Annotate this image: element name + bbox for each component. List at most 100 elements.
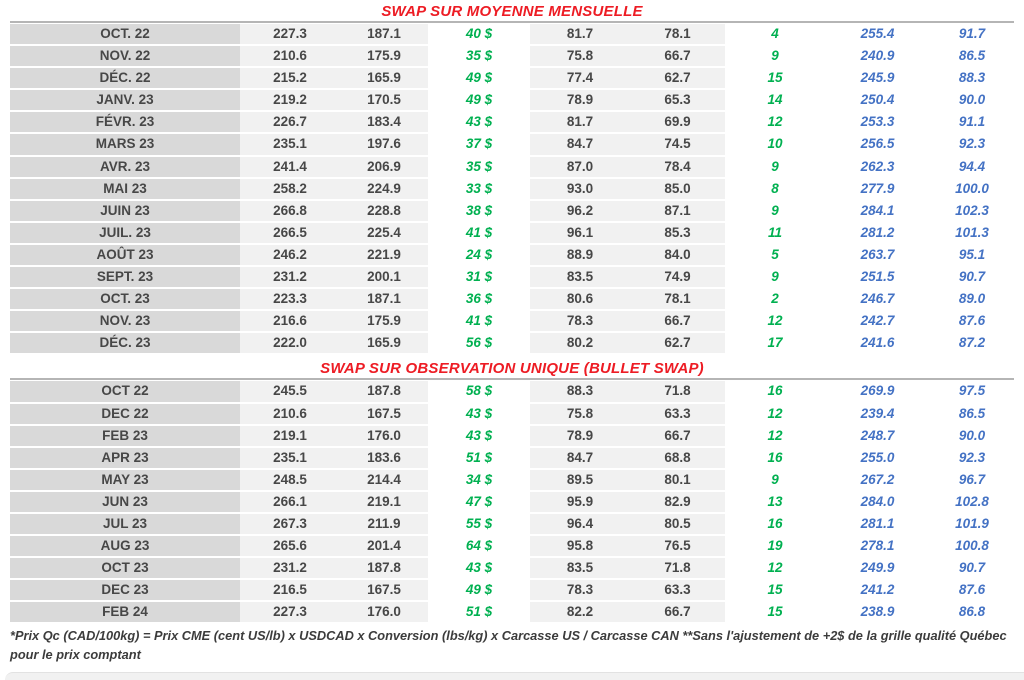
cell-value: 63.3: [630, 403, 725, 426]
cell-month: OCT. 22: [10, 24, 240, 47]
table-row: AUG 23 265.6 201.4 64 $95.8 76.5 19 278.1 100.8: [10, 536, 1014, 559]
cell-swap-value: 13: [725, 492, 825, 514]
table-row: NOV. 23 216.6 175.9 41 $78.3 66.7 12 242.7 87.6: [10, 311, 1014, 334]
cell-month: NOV. 23: [10, 311, 240, 334]
cell-value: 167.5: [340, 580, 428, 603]
cell-price-value: 86.8: [930, 602, 1014, 625]
cell-swap-value: 35 $: [428, 157, 530, 179]
table-row: JUN 23 266.1 219.1 47 $95.9 82.9 13 284.0 102.8: [10, 491, 1014, 514]
cell-value: 80.6: [530, 289, 630, 312]
cell-value: 78.4: [630, 156, 725, 179]
cell-month: FEB 24: [10, 602, 240, 625]
cell-value: 82.9: [630, 491, 725, 514]
cell-value: 248.5: [240, 469, 340, 492]
cell-swap-value: 47 $: [428, 492, 530, 514]
cell-swap-value: 19: [725, 536, 825, 559]
cell-price-value: 281.1: [825, 514, 930, 537]
cell-value: 219.2: [240, 90, 340, 113]
cell-value: 175.9: [340, 46, 428, 69]
cell-value: 226.7: [240, 112, 340, 135]
cell-price-value: 92.3: [930, 448, 1014, 470]
cell-swap-value: 43 $: [428, 426, 530, 448]
cell-price-value: 102.3: [930, 201, 1014, 223]
cell-value: 219.1: [340, 491, 428, 514]
cell-swap-value: 11: [725, 223, 825, 245]
cell-value: 231.2: [240, 558, 340, 581]
cell-swap-value: 12: [725, 112, 825, 135]
cell-swap-value: 16: [725, 448, 825, 470]
cell-price-value: 86.5: [930, 46, 1014, 69]
cell-value: 87.1: [630, 200, 725, 223]
cell-value: 183.6: [340, 447, 428, 470]
cell-price-value: 94.4: [930, 157, 1014, 179]
cell-swap-value: 55 $: [428, 514, 530, 537]
footnote: *Prix Qc (CAD/100kg) = Prix CME (cent US…: [10, 628, 1007, 662]
table-row: JUL 23 267.3 211.9 55 $96.4 80.5 16 281.1 101.9: [10, 513, 1014, 537]
cell-value: 81.7: [530, 24, 630, 47]
cell-value: 68.8: [630, 447, 725, 470]
cell-price-value: 250.4: [825, 90, 930, 113]
cell-swap-value: 40 $: [428, 24, 530, 47]
cell-value: 225.4: [340, 222, 428, 245]
cell-swap-value: 43 $: [428, 558, 530, 581]
cell-price-value: 87.6: [930, 580, 1014, 603]
title-divider: [10, 21, 1014, 23]
cell-value: 231.2: [240, 267, 340, 290]
cell-value: 200.1: [340, 267, 428, 290]
cell-month: MAI 23: [10, 178, 240, 201]
cell-value: 187.1: [340, 289, 428, 312]
cell-price-value: 91.1: [930, 112, 1014, 135]
cell-swap-value: 64 $: [428, 536, 530, 559]
cell-value: 246.2: [240, 244, 340, 268]
cell-price-value: 101.9: [930, 514, 1014, 537]
cell-value: 221.9: [340, 244, 428, 268]
cell-swap-value: 15: [725, 602, 825, 625]
cell-price-value: 251.5: [825, 267, 930, 290]
cell-month: OCT. 23: [10, 289, 240, 312]
cell-value: 227.3: [240, 24, 340, 47]
cell-value: 267.3: [240, 513, 340, 537]
title-divider: [10, 378, 1014, 381]
cell-value: 78.1: [630, 24, 725, 47]
cell-value: 62.7: [630, 333, 725, 356]
cell-swap-value: 2: [725, 289, 825, 312]
cell-value: 84.0: [630, 244, 725, 268]
cell-value: 76.5: [630, 536, 725, 559]
cell-price-value: 253.3: [825, 112, 930, 135]
table-row: JUIL. 23 266.5 225.4 41 $96.1 85.3 11 281.2 101…: [10, 222, 1014, 245]
cell-swap-value: 12: [725, 311, 825, 334]
cell-price-value: 255.0: [825, 448, 930, 470]
cell-price-value: 90.0: [930, 426, 1014, 448]
cell-value: 87.0: [530, 156, 630, 179]
cell-value: 65.3: [630, 90, 725, 113]
cell-value: 176.0: [340, 425, 428, 448]
cell-swap-value: 4: [725, 24, 825, 47]
table-row: MARS 23 235.1 197.6 37 $84.7 74.5 10 256.5 92.3: [10, 134, 1014, 157]
table-row: DÉC. 22 215.2 165.9 49 $77.4 62.7 15 245.9 88.3: [10, 68, 1014, 91]
cell-price-value: 100.8: [930, 536, 1014, 559]
cell-price-value: 249.9: [825, 558, 930, 581]
cell-swap-value: 49 $: [428, 68, 530, 91]
cell-value: 245.5: [240, 381, 340, 404]
cell-price-value: 91.7: [930, 24, 1014, 47]
cell-month: JUIN 23: [10, 200, 240, 223]
cell-value: 95.9: [530, 491, 630, 514]
cell-swap-value: 16: [725, 381, 825, 404]
cell-price-value: 256.5: [825, 134, 930, 157]
cell-price-value: 284.1: [825, 201, 930, 223]
table-row: FEB 23 219.1 176.0 43 $78.9 66.7 12 248.7 90.0: [10, 425, 1014, 448]
cell-value: 78.3: [530, 311, 630, 334]
table-row: APR 23 235.1 183.6 51 $84.7 68.8 16 255.0 92.3: [10, 447, 1014, 470]
monthly-swap-table: OCT. 22 227.3 187.1 40 $81.7 78.1 4 255.4 91.7 N…: [10, 24, 1014, 356]
cell-value: 80.5: [630, 513, 725, 537]
cell-swap-value: 49 $: [428, 580, 530, 603]
cell-price-value: 255.4: [825, 24, 930, 47]
cell-swap-value: 41 $: [428, 311, 530, 334]
cell-swap-value: 49 $: [428, 90, 530, 113]
cell-swap-value: 16: [725, 514, 825, 537]
cell-value: 183.4: [340, 112, 428, 135]
cell-value: 235.1: [240, 134, 340, 157]
cell-price-value: 262.3: [825, 157, 930, 179]
cell-value: 83.5: [530, 558, 630, 581]
cell-price-value: 239.4: [825, 404, 930, 426]
